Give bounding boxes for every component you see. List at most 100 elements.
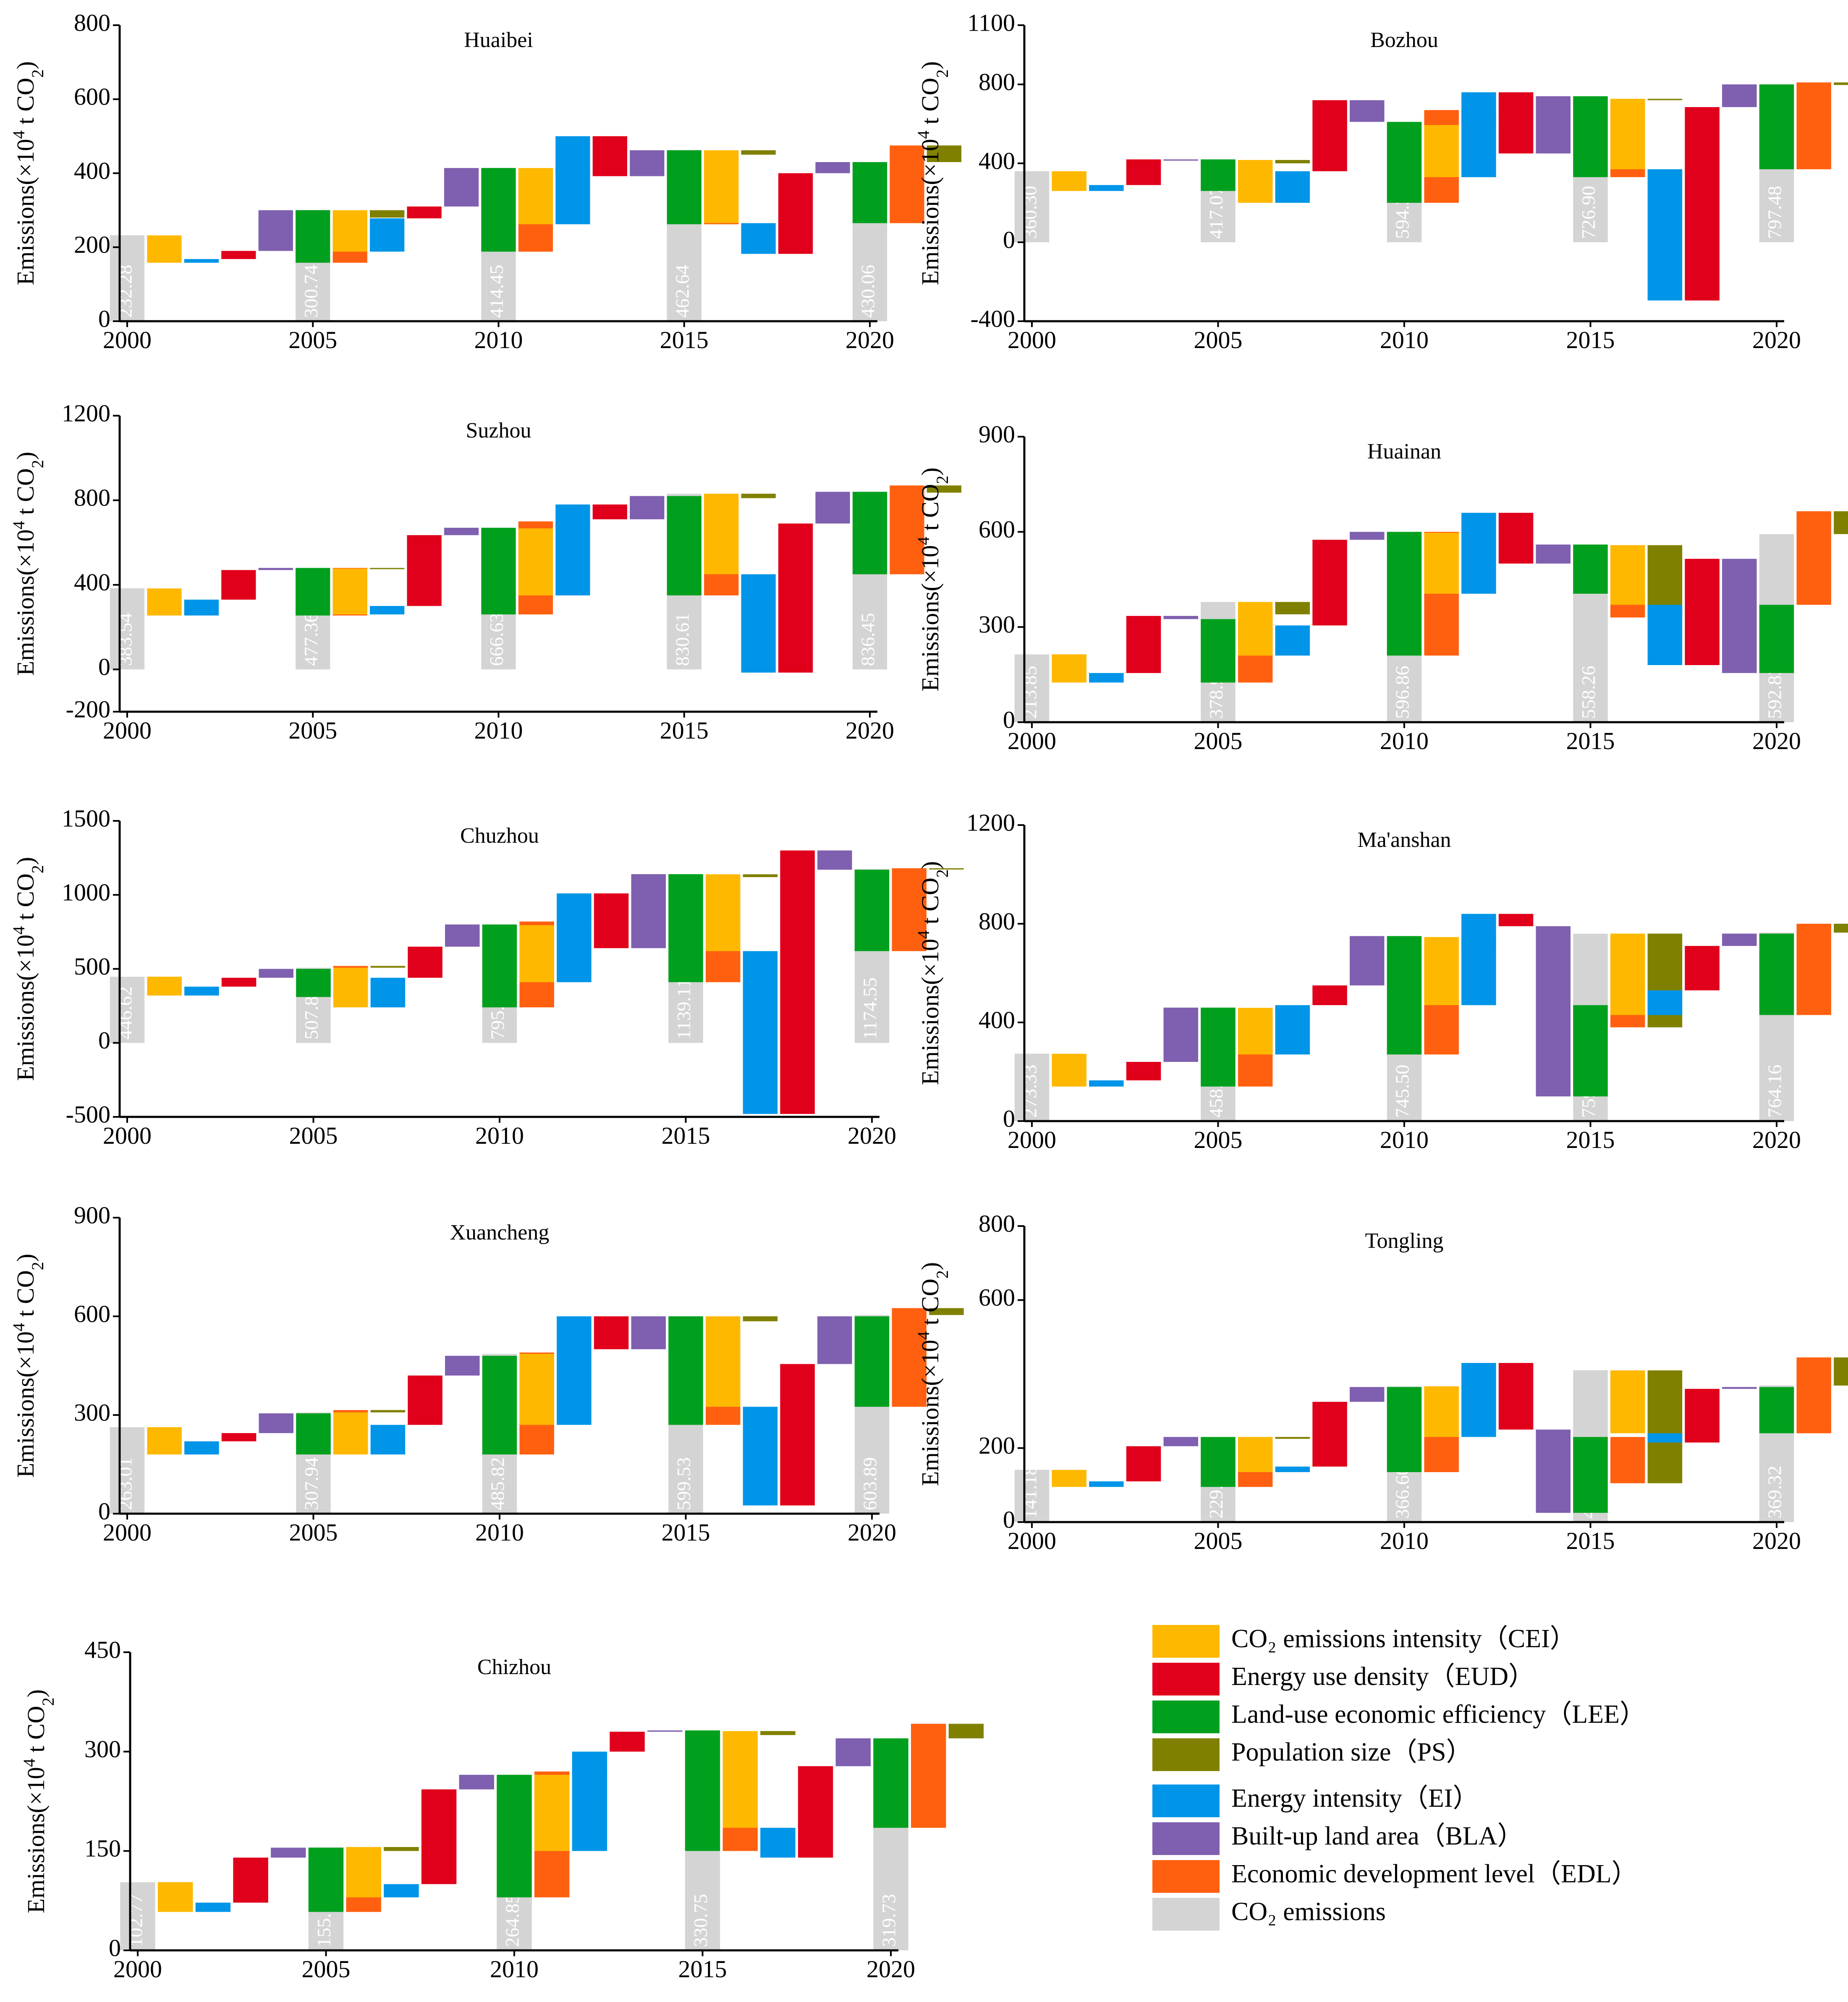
bar-ei: [184, 259, 219, 263]
co2-total-label: 596.86: [1392, 666, 1413, 719]
bar-ei: [555, 504, 590, 596]
bar-ei: [1647, 1433, 1683, 1443]
bar-lee: [1201, 619, 1235, 683]
co2-total-label: 232.28: [115, 265, 136, 318]
ylabel-mid: t CO: [12, 78, 39, 131]
y-axis-label: Emissions(×104 t CO2): [914, 861, 952, 1085]
bar-bla: [815, 492, 850, 524]
x-tick-label: 2000: [113, 1955, 162, 1983]
x-tick-label: 2020: [1752, 1527, 1801, 1554]
bar-lee: [1573, 544, 1608, 594]
bar-eud: [233, 1858, 268, 1903]
co2-total-label: 319.73: [878, 1894, 900, 1947]
bar-ei: [760, 1828, 796, 1858]
ylabel-main: Emissions(×10: [916, 1340, 944, 1486]
bar-lee: [1387, 122, 1422, 203]
bar-cei: [704, 493, 739, 574]
co2-total-label: 369.32: [1764, 1466, 1785, 1519]
bar-bla: [1163, 159, 1199, 161]
y-tick-label: -400: [971, 305, 1015, 332]
y-axis-label: Emissions(×104 t CO2): [9, 61, 47, 286]
legend-label-co2: CO₂ emissions: [1231, 1897, 1386, 1926]
bar-ei: [1275, 1005, 1310, 1055]
x-tick-label: 2010: [475, 1519, 524, 1546]
ylabel-sup: 4: [9, 131, 28, 139]
bar-ei: [1089, 1080, 1124, 1087]
bar-cei: [147, 588, 182, 616]
bar-cei: [519, 925, 554, 983]
bar-bla: [631, 874, 666, 949]
legend-label-cei: CO₂ emissions intensity（CEI）: [1231, 1625, 1576, 1653]
legend-label-bla: Built-up land area（BLA）: [1231, 1822, 1523, 1850]
bar-eud: [221, 570, 256, 600]
ylabel-sub: 2: [933, 476, 952, 484]
bar-ei: [1647, 605, 1683, 665]
x-tick-label: 2020: [866, 1955, 915, 1983]
x-tick-label: 2015: [662, 1519, 710, 1546]
y-tick-label: 0: [98, 1027, 110, 1054]
bar-eud: [1685, 946, 1720, 991]
co2-total-label: 366.60: [1392, 1466, 1413, 1519]
y-tick-label: 0: [98, 305, 110, 332]
co2-total-label: 1174.55: [859, 977, 881, 1040]
bar-lee: [482, 924, 517, 1008]
bar-eud: [1498, 1363, 1534, 1430]
bar-bla: [815, 162, 850, 173]
bar-eud: [778, 173, 813, 254]
bar-eud: [408, 1376, 442, 1425]
bar-ps: [370, 966, 406, 968]
bar-cei: [346, 1847, 381, 1897]
x-tick-label: 2010: [490, 1955, 539, 1983]
bar-lee: [481, 527, 516, 615]
x-tick-label: 2005: [1194, 727, 1243, 755]
co2-total-bar: [110, 235, 145, 321]
bar-bla: [271, 1847, 306, 1858]
bar-bla: [817, 850, 852, 870]
x-tick-label: 2000: [103, 326, 152, 354]
bar-lee: [854, 1316, 890, 1407]
co2-total-label: 307.94: [301, 1457, 322, 1511]
legend-swatch-lee: [1152, 1701, 1220, 1733]
bar-lee: [296, 969, 331, 997]
ylabel-mid: t CO: [22, 1706, 50, 1759]
bar-bla: [630, 150, 665, 176]
y-axis-label: Emissions(×104 t CO2): [9, 1254, 47, 1478]
bar-lee: [497, 1774, 532, 1897]
ylabel-sup: 4: [9, 1323, 28, 1331]
co2-total-label: 414.45: [486, 265, 507, 318]
bars: 102.77 155.56 264.85 330.75 319.73: [120, 1724, 984, 1950]
bars: 383.54 477.36 666.63 830.61 836.45: [110, 485, 962, 673]
bar-cei: [1052, 1053, 1086, 1087]
bar-eud: [1498, 513, 1534, 564]
bar-cei: [1238, 1008, 1273, 1055]
y-tick-label: 400: [979, 147, 1015, 174]
bar-bla: [445, 924, 480, 947]
co2-total-label: 599.53: [673, 1457, 694, 1511]
bar-bla: [1536, 96, 1571, 154]
ylabel-sub: 2: [933, 869, 952, 878]
x-tick-label: 2005: [302, 1955, 351, 1983]
bar-cei: [1610, 545, 1645, 605]
bar-eud: [780, 1364, 815, 1506]
y-tick-label: 800: [979, 907, 1015, 935]
x-tick-label: 2020: [1752, 727, 1801, 755]
y-tick-label: 450: [84, 1636, 121, 1663]
x-tick-label: 2010: [1380, 1527, 1429, 1554]
x-tick-label: 2005: [288, 326, 337, 354]
bar-ps: [370, 210, 405, 218]
bar-edl: [890, 145, 924, 223]
ylabel-mid: t CO: [12, 1270, 39, 1323]
bar-ps: [384, 1847, 419, 1851]
bar-ei: [195, 1902, 231, 1912]
x-tick-label: 2015: [1566, 1126, 1615, 1153]
co2-total-label: 263.01: [115, 1457, 136, 1511]
x-tick-label: 2000: [103, 1519, 152, 1546]
bar-ei: [1647, 990, 1683, 1015]
y-tick-label: 900: [74, 1201, 110, 1229]
bar-bla: [259, 1413, 294, 1433]
bar-ps: [760, 1731, 796, 1735]
ylabel-sup: 4: [9, 521, 28, 529]
bar-ps: [741, 150, 776, 155]
bar-ps: [1275, 160, 1310, 163]
bar-bla: [1722, 933, 1757, 946]
